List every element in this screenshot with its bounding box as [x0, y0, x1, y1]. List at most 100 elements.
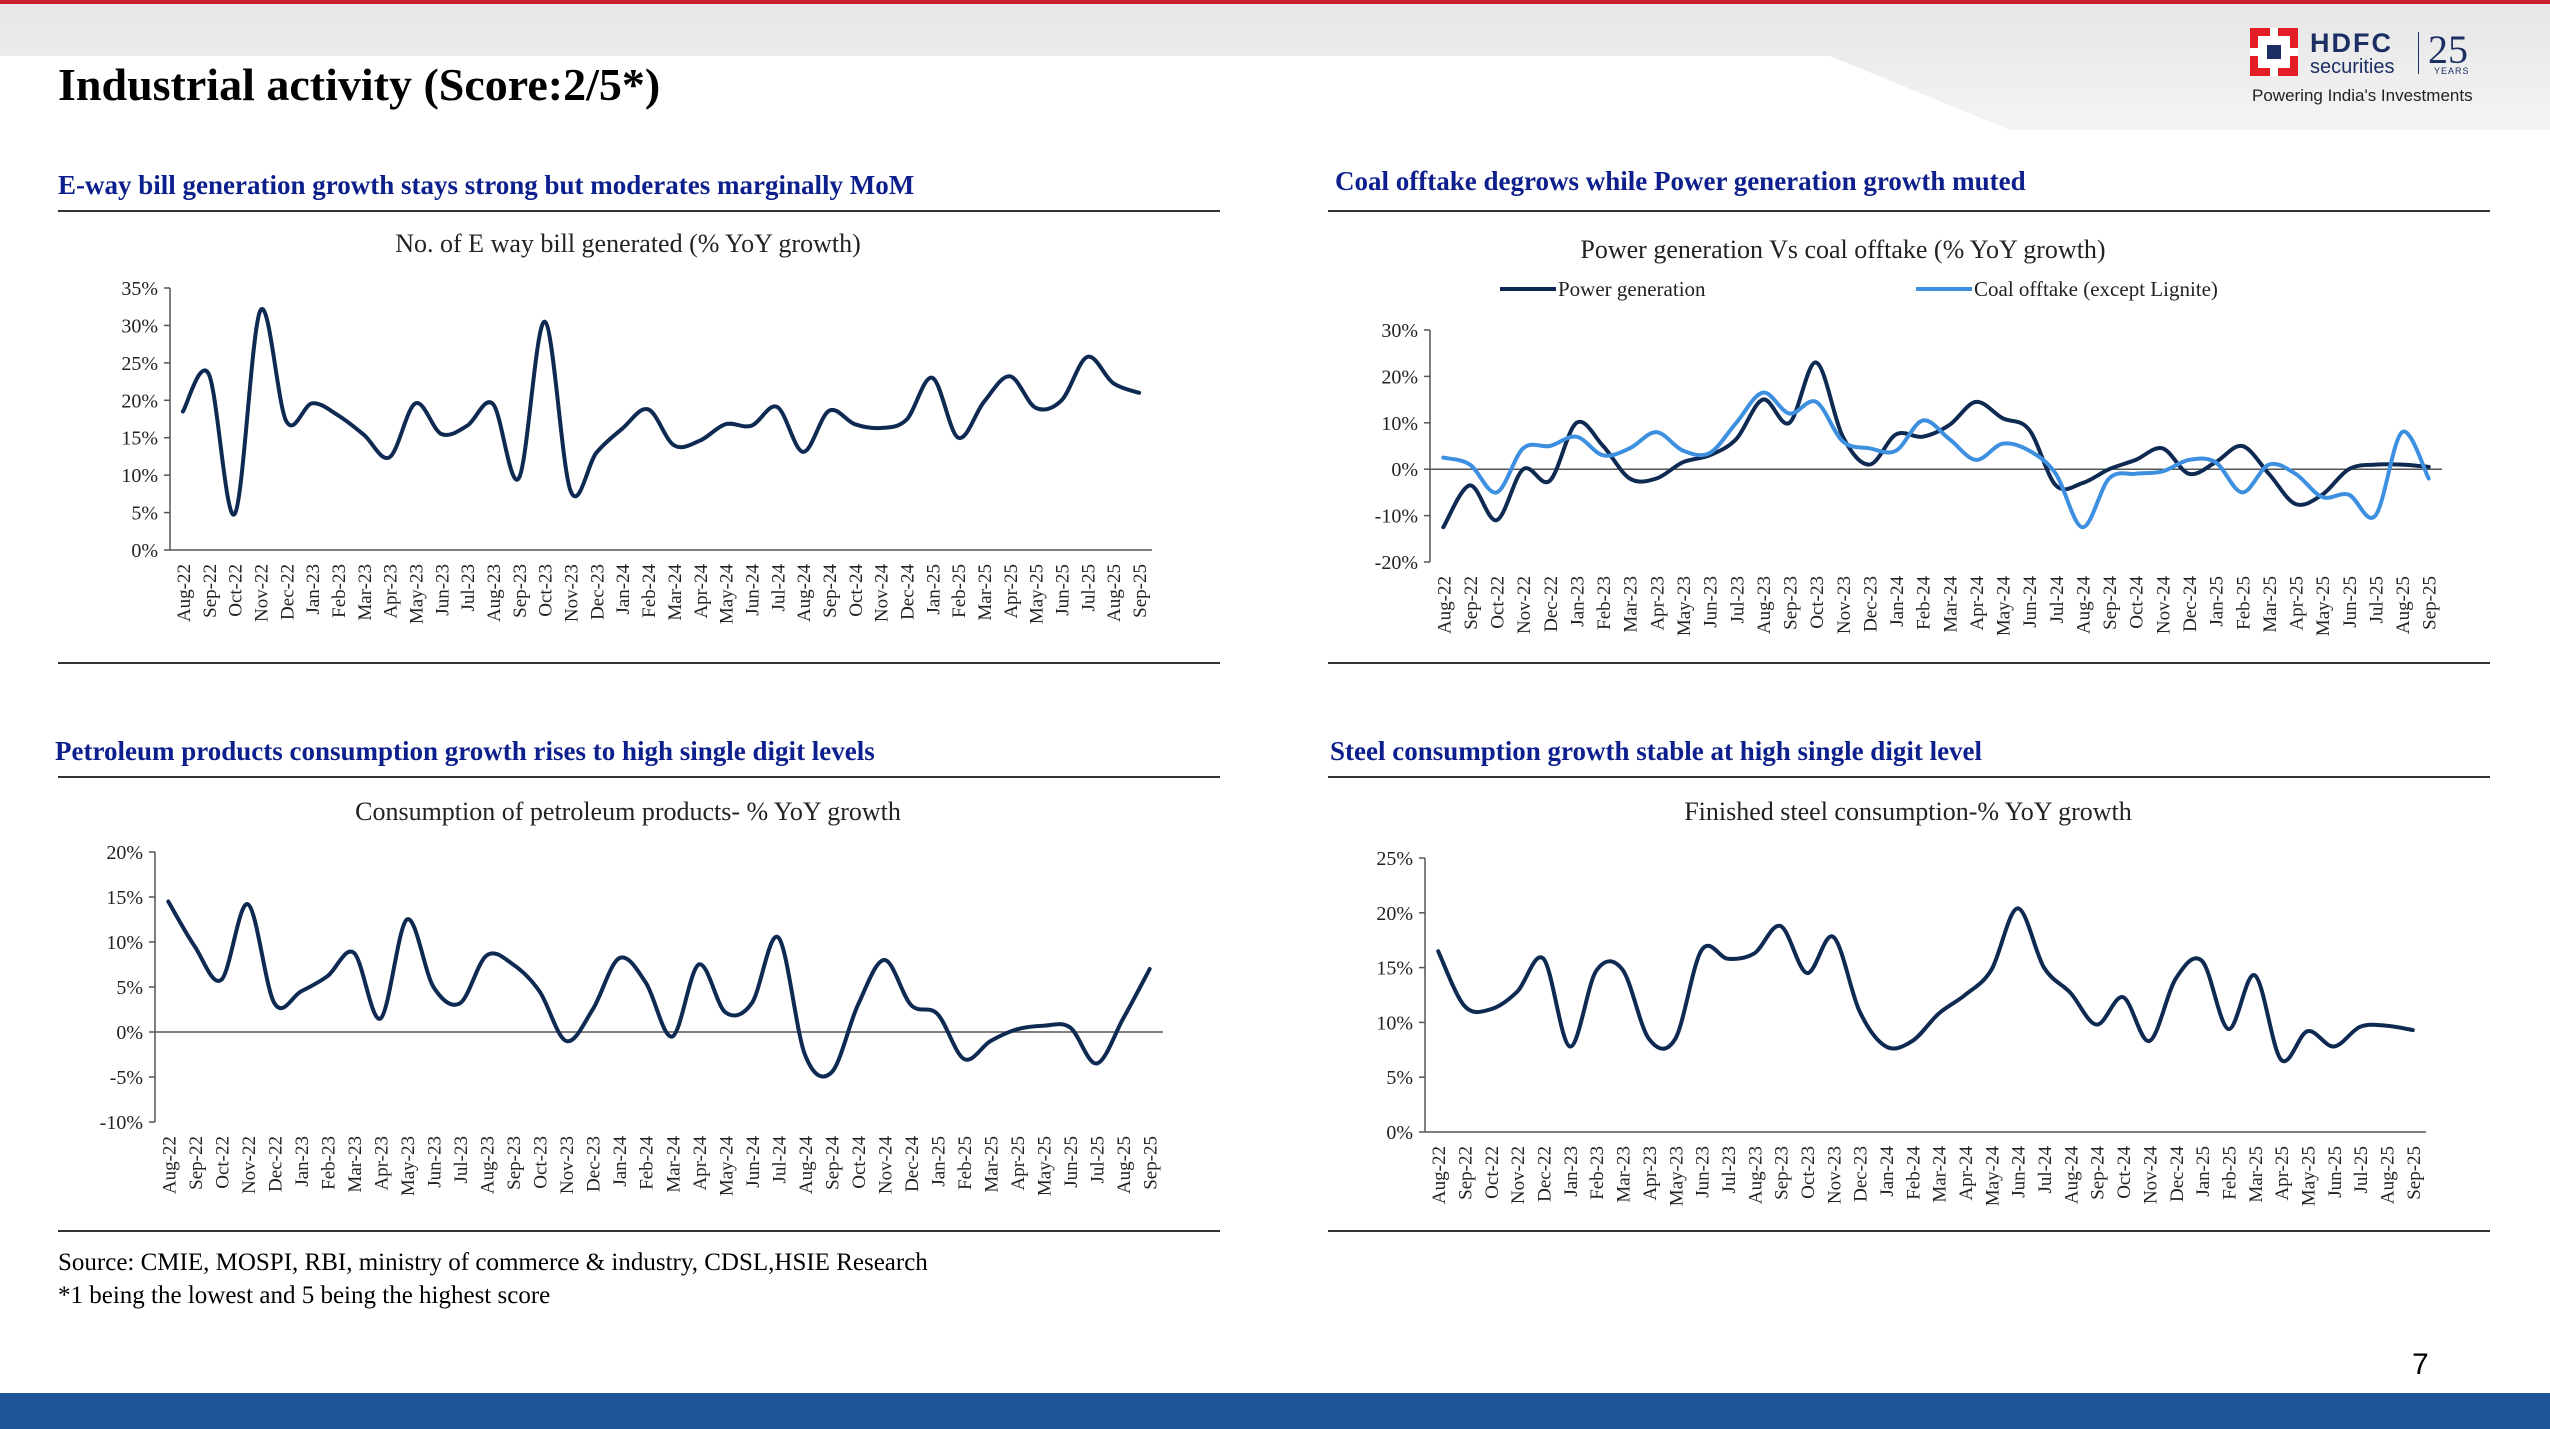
- y-tick-label: 0%: [1386, 1122, 1413, 1144]
- logo-separator: [2418, 32, 2419, 74]
- x-tick-label: Jun-24: [743, 1135, 764, 1187]
- y-tick-label: 20%: [1381, 366, 1418, 388]
- x-tick-label: Jul-23: [1719, 1146, 1740, 1194]
- x-tick-label: Nov-22: [251, 564, 272, 622]
- x-tick-label: Sep-25: [1130, 564, 1151, 618]
- x-tick-label: Oct-23: [1798, 1146, 1819, 1199]
- y-tick-label: 30%: [1381, 320, 1418, 342]
- x-tick-label: May-24: [717, 563, 738, 624]
- y-tick-label: 5%: [1386, 1067, 1413, 1089]
- x-tick-label: Apr-24: [690, 1136, 711, 1191]
- x-tick-label: Dec-24: [898, 564, 919, 620]
- x-tick-label: Dec-24: [2180, 576, 2201, 632]
- x-tick-label: Jun-24: [2020, 576, 2041, 628]
- x-tick-label: Jun-23: [1701, 576, 1722, 628]
- section-rule: [1328, 662, 2490, 664]
- legend-label: Coal offtake (except Lignite): [1974, 277, 2218, 301]
- section-rule: [1328, 210, 2490, 212]
- section-rule: [58, 1230, 1220, 1232]
- x-tick-label: Apr-25: [2287, 576, 2308, 631]
- x-tick-label: Sep-24: [2100, 575, 2121, 629]
- x-tick-label: May-23: [1674, 576, 1695, 636]
- chart-title: Power generation Vs coal offtake (% YoY …: [1580, 235, 2105, 264]
- power-coal-chart: Power generation Vs coal offtake (% YoY …: [1375, 235, 2442, 637]
- x-tick-label: Aug-23: [478, 1136, 499, 1194]
- x-tick-label: Oct-24: [846, 563, 867, 616]
- x-tick-label: Apr-24: [691, 564, 712, 619]
- logo-years-text: YEARS: [2434, 66, 2470, 76]
- x-tick-label: Jan-23: [303, 564, 324, 615]
- x-tick-label: Feb-23: [1594, 576, 1615, 630]
- x-tick-label: Oct-22: [1488, 576, 1509, 629]
- x-tick-label: Apr-25: [1001, 564, 1022, 619]
- x-tick-label: Aug-24: [2074, 576, 2095, 635]
- y-tick-label: -5%: [110, 1067, 143, 1089]
- y-tick-label: 30%: [121, 315, 158, 337]
- y-tick-label: 10%: [121, 465, 158, 487]
- y-tick-label: 20%: [106, 842, 143, 864]
- x-tick-label: Jul-23: [458, 564, 479, 612]
- x-tick-label: Jul-23: [451, 1136, 472, 1184]
- x-tick-label: Jun-23: [425, 1136, 446, 1188]
- x-tick-label: Mar-24: [665, 563, 686, 620]
- y-tick-label: -20%: [1375, 552, 1418, 574]
- section-rule: [1328, 1230, 2490, 1232]
- x-tick-label: Oct-22: [1482, 1146, 1503, 1199]
- x-tick-label: Sep-22: [200, 564, 221, 618]
- x-tick-label: Mar-23: [1614, 1146, 1635, 1203]
- x-tick-label: May-24: [716, 1135, 737, 1196]
- y-tick-label: 5%: [131, 503, 158, 525]
- x-tick-label: Nov-22: [1514, 576, 1535, 634]
- x-tick-label: Jul-25: [2351, 1146, 2372, 1194]
- x-tick-label: May-25: [2299, 1146, 2320, 1206]
- x-tick-label: Oct-22: [212, 1136, 233, 1189]
- x-tick-label: May-25: [1027, 564, 1048, 624]
- x-tick-label: Sep-23: [504, 1136, 525, 1190]
- x-tick-label: Jul-24: [769, 1136, 790, 1184]
- x-tick-label: May-23: [1666, 1146, 1687, 1206]
- x-tick-label: Dec-22: [1535, 1146, 1556, 1202]
- y-tick-label: -10%: [1375, 506, 1418, 528]
- x-tick-label: Jul-24: [2047, 575, 2068, 623]
- x-tick-label: Dec-22: [277, 564, 298, 620]
- x-tick-label: Aug-24: [796, 1136, 817, 1195]
- x-tick-label: Aug-23: [1745, 1146, 1766, 1204]
- x-tick-label: Apr-24: [1956, 1145, 1977, 1200]
- x-tick-label: Jun-23: [1693, 1146, 1714, 1198]
- x-tick-label: Feb-25: [955, 1136, 976, 1190]
- x-tick-label: Feb-24: [639, 564, 660, 618]
- x-tick-label: Jul-25: [1088, 1136, 1109, 1184]
- header-band: [0, 4, 2550, 130]
- source-line: Source: CMIE, MOSPI, RBI, ministry of co…: [58, 1249, 928, 1276]
- logo-anniversary-number: 25: [2428, 27, 2468, 72]
- footer-bar: [0, 1393, 2550, 1429]
- section-heading-petroleum: Petroleum products consumption growth ri…: [55, 736, 875, 766]
- x-tick-label: Aug-22: [159, 1136, 180, 1194]
- x-tick-label: Apr-23: [1647, 576, 1668, 631]
- steel-chart: Finished steel consumption-% YoY growth 2…: [1376, 797, 2426, 1206]
- x-tick-label: Dec-23: [1851, 1146, 1872, 1202]
- y-tick-label: 20%: [121, 390, 158, 412]
- x-tick-label: Nov-23: [557, 1136, 578, 1194]
- x-tick-label: Jan-23: [292, 1136, 313, 1187]
- x-tick-label: Oct-24: [849, 1135, 870, 1188]
- x-tick-label: Apr-24: [1967, 575, 1988, 630]
- x-tick-label: May-25: [1035, 1136, 1056, 1196]
- y-tick-label: 10%: [1381, 413, 1418, 435]
- series-line-secondary: [1441, 390, 2431, 530]
- x-tick-label: Oct-24: [2114, 1146, 2135, 1199]
- x-tick-label: Aug-25: [1104, 564, 1125, 622]
- x-tick-label: Sep-25: [2404, 1146, 2425, 1200]
- y-tick-label: 25%: [1376, 848, 1413, 870]
- x-tick-label: May-23: [398, 1136, 419, 1196]
- x-tick-label: Jan-24: [610, 1135, 631, 1186]
- x-tick-label: Nov-23: [1824, 1146, 1845, 1204]
- y-tick-label: 0%: [1391, 459, 1418, 481]
- x-tick-label: Jan-25: [2207, 576, 2228, 627]
- section-rule: [58, 662, 1220, 664]
- x-tick-label: Jun-25: [2340, 576, 2361, 628]
- section-heading-steel: Steel consumption growth stable at high …: [1330, 736, 1983, 766]
- x-tick-label: May-24: [1994, 576, 2015, 637]
- chart-title: No. of E way bill generated (% YoY growt…: [395, 229, 861, 258]
- x-tick-label: Apr-23: [1640, 1146, 1661, 1201]
